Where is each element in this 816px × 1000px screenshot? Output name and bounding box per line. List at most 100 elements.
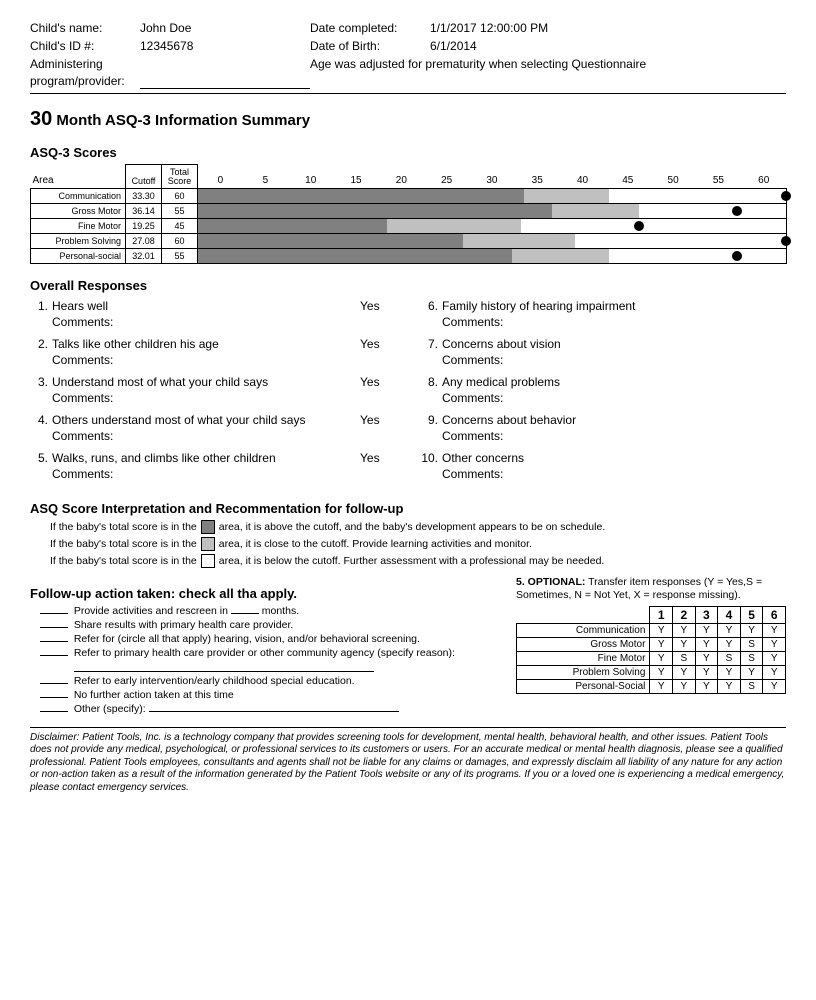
item-col-header: 4 (718, 607, 741, 624)
response-answer: Yes (360, 337, 396, 351)
score-bar (198, 188, 787, 203)
item-cell: Y (650, 624, 673, 638)
item-row-label: Communication (517, 624, 650, 638)
fu-line-1: Provide activities and rescreen in month… (40, 605, 496, 617)
col-cutoff: Cutoff (126, 164, 162, 188)
response-comments-label: Comments: (420, 353, 786, 367)
item-row-label: Fine Motor (517, 652, 650, 666)
score-cutoff: 33.30 (126, 188, 162, 203)
score-area: Personal-social (31, 248, 126, 263)
item-cell: Y (718, 624, 741, 638)
item-cell: S (673, 652, 696, 666)
interp-row: If the baby's total score is in thearea,… (50, 554, 786, 568)
response-question: Walks, runs, and climbs like other child… (52, 451, 360, 465)
responses-col-left: 1.Hears wellYesComments:2.Talks like oth… (30, 299, 396, 489)
axis-tick: 25 (424, 164, 469, 188)
item-cell: Y (673, 666, 696, 680)
response-item: 4.Others understand most of what your ch… (30, 413, 396, 443)
admin-provider-label: Administering program/provider: (30, 56, 140, 88)
item-col-header: 5 (740, 607, 763, 624)
overall-heading: Overall Responses (30, 278, 786, 293)
item-col-header: 6 (763, 607, 786, 624)
response-number: 5. (30, 451, 52, 465)
item-col-header: 1 (650, 607, 673, 624)
axis-tick: 15 (333, 164, 378, 188)
item-cell: Y (673, 624, 696, 638)
page-title: 30 Month ASQ-3 Information Summary (30, 108, 786, 131)
scores-heading: ASQ-3 Scores (30, 145, 786, 160)
item-cell: Y (650, 680, 673, 694)
response-comments-label: Comments: (420, 391, 786, 405)
response-answer: Yes (360, 375, 396, 389)
response-comments-label: Comments: (420, 467, 786, 481)
axis-tick: 55 (696, 164, 741, 188)
item-cell: Y (695, 624, 718, 638)
response-question: Any medical problems (442, 375, 750, 389)
response-question: Hears well (52, 299, 360, 313)
item-cell: Y (718, 638, 741, 652)
item-cell: Y (695, 666, 718, 680)
score-total: 60 (162, 233, 198, 248)
child-id-value: 12345678 (140, 38, 310, 54)
score-bar (198, 233, 787, 248)
item-cell: S (740, 652, 763, 666)
col-area: Area (31, 164, 126, 188)
item-col-header: 3 (695, 607, 718, 624)
item-responses-table: 123456CommunicationYYYYYYGross MotorYYYY… (516, 606, 786, 694)
item-row-label: Personal-Social (517, 680, 650, 694)
item-cell: S (718, 652, 741, 666)
score-area: Gross Motor (31, 203, 126, 218)
score-bar (198, 203, 787, 218)
item-cell: Y (650, 652, 673, 666)
axis-tick: 10 (288, 164, 333, 188)
date-completed-value: 1/1/2017 12:00:00 PM (430, 20, 786, 36)
item-cell: Y (718, 666, 741, 680)
item-cell: Y (763, 638, 786, 652)
item-cell: Y (695, 638, 718, 652)
score-bar (198, 218, 787, 233)
response-answer: Yes (360, 413, 396, 427)
fu-reason-blank (74, 661, 374, 672)
response-item: 10.Other concernsComments: (420, 451, 786, 481)
scores-table: AreaCutoffTotal Score0510152025303540455… (30, 164, 787, 264)
child-name-value: John Doe (140, 20, 310, 36)
fu-line-5: Refer to early intervention/early childh… (40, 675, 496, 687)
response-number: 8. (420, 375, 442, 389)
axis-tick: 50 (650, 164, 695, 188)
score-cutoff: 36.14 (126, 203, 162, 218)
response-comments-label: Comments: (30, 429, 396, 443)
response-number: 4. (30, 413, 52, 427)
score-total: 45 (162, 218, 198, 233)
item-cell: S (740, 638, 763, 652)
response-question: Concerns about behavior (442, 413, 750, 427)
fu-line-2: Share results with primary health care p… (40, 619, 496, 631)
response-number: 6. (420, 299, 442, 313)
response-number: 1. (30, 299, 52, 313)
interpretation-legend: If the baby's total score is in thearea,… (30, 520, 786, 568)
response-item: 5.Walks, runs, and climbs like other chi… (30, 451, 396, 481)
response-question: Other concerns (442, 451, 750, 465)
response-comments-label: Comments: (30, 391, 396, 405)
interp-swatch (201, 520, 215, 534)
item-col-header: 2 (673, 607, 696, 624)
item-cell: S (740, 680, 763, 694)
header-block: Child's name: John Doe Date completed: 1… (30, 20, 786, 94)
responses-col-right: 6.Family history of hearing impairmentCo… (420, 299, 786, 489)
response-comments-label: Comments: (420, 315, 786, 329)
item-cell: Y (695, 652, 718, 666)
item-responses-section: 5. OPTIONAL: Transfer item responses (Y … (516, 576, 786, 717)
response-number: 3. (30, 375, 52, 389)
axis-tick: 0 (198, 164, 243, 188)
title-month-number: 30 (30, 108, 52, 130)
response-item: 7.Concerns about visionComments: (420, 337, 786, 367)
item-responses-title: 5. OPTIONAL: Transfer item responses (Y … (516, 576, 786, 602)
followup-section: Follow-up action taken: check all tha ap… (30, 576, 496, 717)
item-cell: Y (763, 666, 786, 680)
axis-tick: 20 (379, 164, 424, 188)
dob-label: Date of Birth: (310, 38, 430, 54)
interp-row: If the baby's total score is in thearea,… (50, 537, 786, 551)
item-cell: Y (763, 652, 786, 666)
axis-tick: 30 (469, 164, 514, 188)
fu-line-7: Other (specify): (40, 703, 496, 715)
score-area: Problem Solving (31, 233, 126, 248)
